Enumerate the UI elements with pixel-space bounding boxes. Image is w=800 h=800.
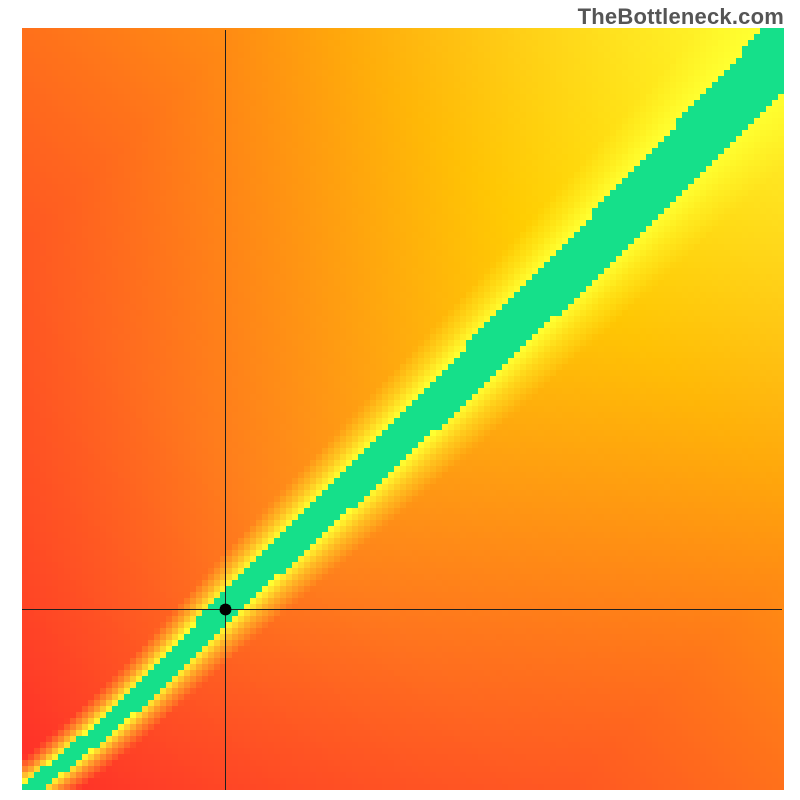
bottleneck-heatmap: [0, 0, 800, 800]
watermark-label: TheBottleneck.com: [578, 4, 784, 30]
